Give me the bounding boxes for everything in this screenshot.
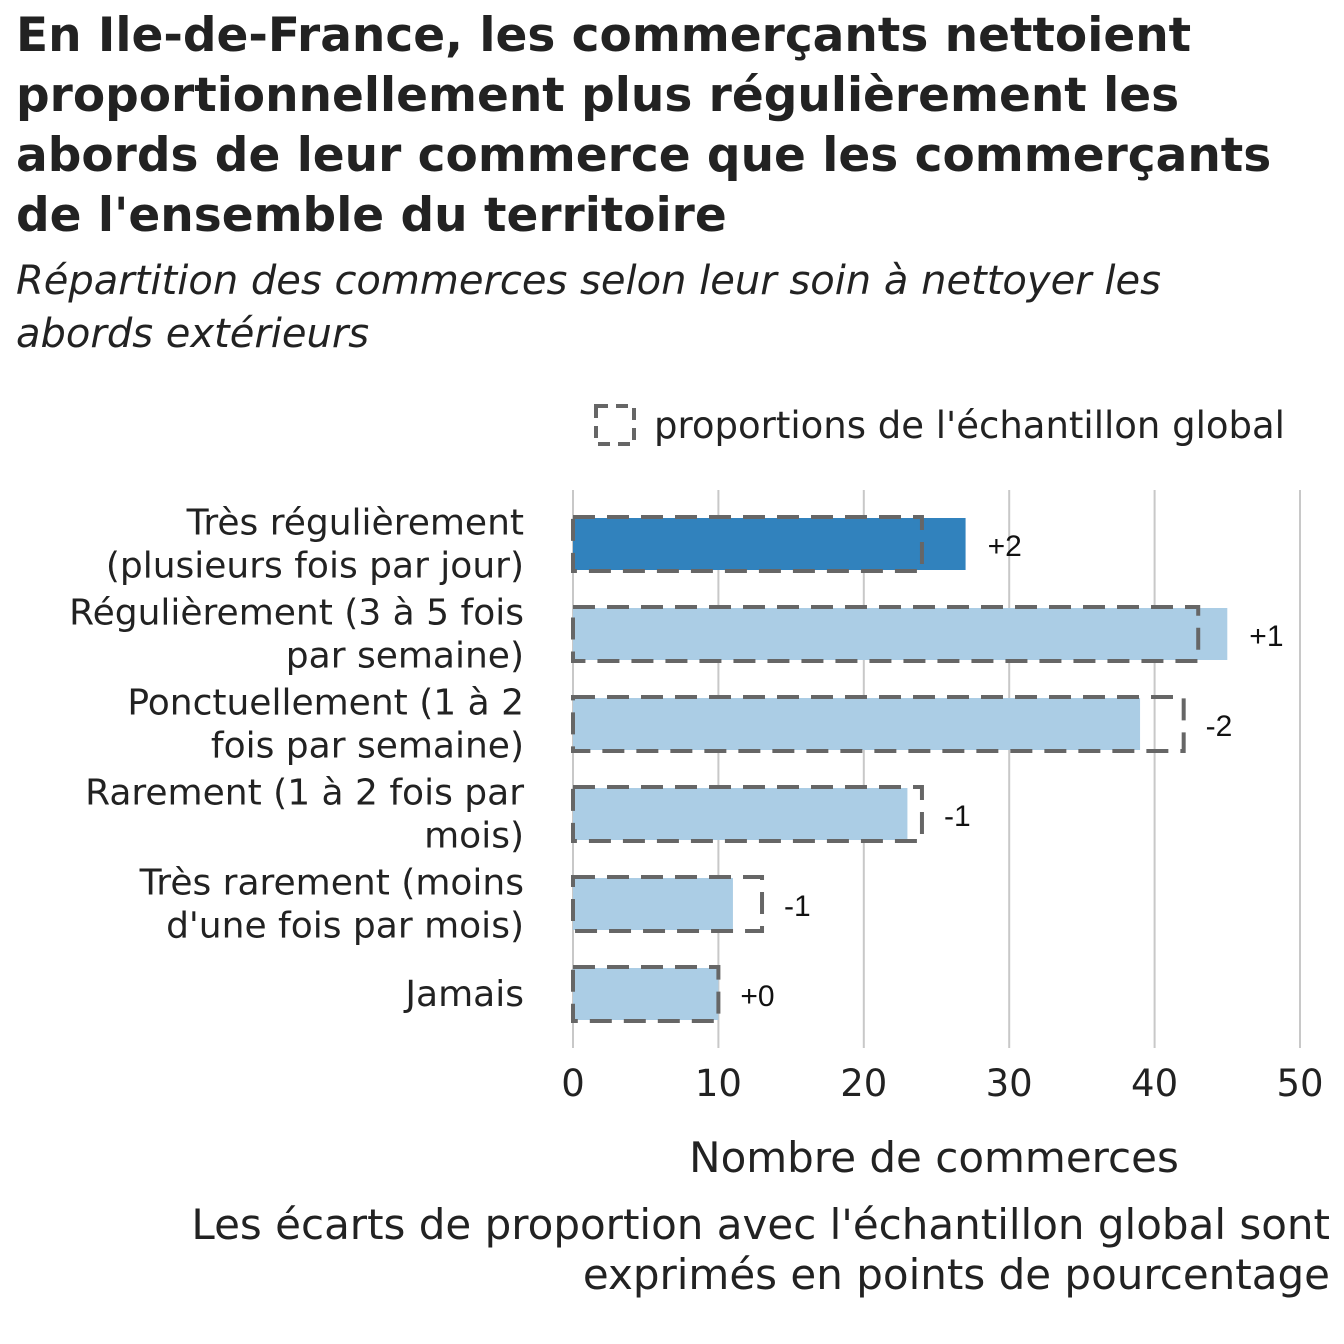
legend-swatch <box>594 404 636 446</box>
legend-label: proportions de l'échantillon global <box>654 404 1285 447</box>
category-label: (plusieurs fois par jour) <box>106 546 524 587</box>
delta-label: -1 <box>784 890 811 923</box>
bar <box>573 878 733 930</box>
x-tick-label: 40 <box>1131 1062 1178 1105</box>
reference-outline <box>571 875 765 933</box>
chart-subtitle: Répartition des commerces selon leur soi… <box>16 258 1161 357</box>
reference-outline <box>571 695 1186 753</box>
bar <box>573 518 966 570</box>
delta-label: +1 <box>1249 620 1283 653</box>
x-axis-ticks: 0 10 20 30 40 50 <box>561 1062 1323 1105</box>
category-label: fois par semaine) <box>211 726 524 767</box>
reference-outlines <box>571 515 1201 1023</box>
category-label: Très rarement (moins <box>139 863 524 904</box>
x-tick-label: 20 <box>840 1062 887 1105</box>
category-labels: Très régulièrement(plusieurs fois par jo… <box>69 503 524 1016</box>
category-label: d'une fois par mois) <box>166 906 524 947</box>
legend: proportions de l'échantillon global <box>594 404 1285 447</box>
category-label: Ponctuellement (1 à 2 <box>127 683 524 724</box>
delta-labels: +2 +1 -2 -1 -1 +0 <box>740 530 1283 1013</box>
category-label: Jamais <box>403 974 524 1015</box>
x-tick-label: 10 <box>695 1062 742 1105</box>
x-tick-label: 50 <box>1276 1062 1323 1105</box>
category-label: Rarement (1 à 2 fois par <box>85 773 524 814</box>
delta-label: -1 <box>944 800 971 833</box>
delta-label: -2 <box>1206 710 1233 743</box>
category-label: mois) <box>424 816 524 857</box>
chart-title: En Ile-de-France, les commerçants nettoi… <box>16 8 1272 243</box>
bar <box>573 608 1228 660</box>
x-tick-label: 0 <box>561 1062 585 1105</box>
bar-chart: proportions de l'échantillon global +2 +1… <box>69 404 1324 1182</box>
category-label: Très régulièrement <box>186 503 524 544</box>
reference-outline <box>571 515 924 573</box>
x-axis-title: Nombre de commerces <box>689 1133 1179 1182</box>
bar <box>573 698 1141 750</box>
bars <box>573 518 1228 1020</box>
bar <box>573 788 908 840</box>
delta-label: +0 <box>740 980 774 1013</box>
x-tick-label: 30 <box>986 1062 1033 1105</box>
category-label: Régulièrement (3 à 5 fois <box>69 593 524 634</box>
reference-outline <box>571 965 721 1023</box>
delta-label: +2 <box>988 530 1022 563</box>
bar <box>573 968 719 1020</box>
grid <box>572 490 1301 1048</box>
chart-note: Les écarts de proportion avec l'échantil… <box>191 1200 1330 1299</box>
reference-outline <box>571 785 924 843</box>
reference-outline <box>571 605 1201 663</box>
category-label: par semaine) <box>286 636 524 677</box>
